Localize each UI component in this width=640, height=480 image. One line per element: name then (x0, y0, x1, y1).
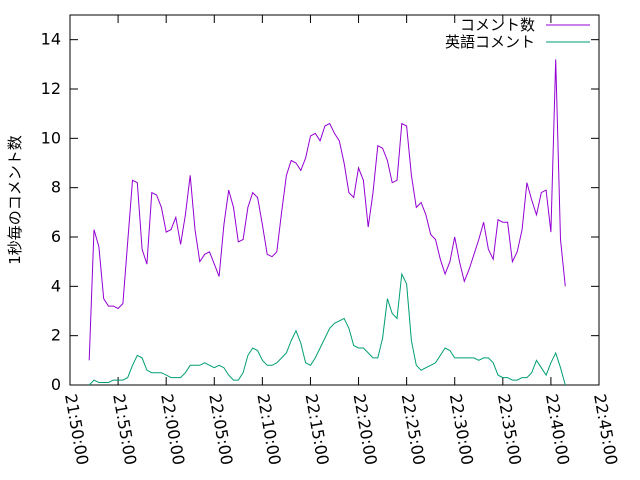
plot-frame (69, 14, 600, 386)
y-tick-label: 4 (51, 276, 61, 295)
y-tick-label: 2 (51, 326, 61, 345)
y-tick-label: 8 (51, 178, 61, 197)
y-axis-label: 1秒毎のコメント数 (6, 135, 24, 265)
legend-label-1: 英語コメント (445, 33, 535, 51)
series-layer (88, 59, 566, 386)
y-tick-label: 6 (51, 227, 61, 246)
y-tick-label: 12 (41, 79, 61, 98)
y-axis: 0 2 4 6 8 10 12 14 (41, 30, 599, 394)
legend-label-0: コメント数 (460, 16, 535, 34)
y-tick-label: 0 (51, 375, 61, 394)
series-line-1 (88, 272, 566, 386)
y-tick-label: 10 (41, 128, 61, 147)
series-line-0 (88, 59, 566, 361)
y-tick-label: 14 (41, 30, 61, 49)
